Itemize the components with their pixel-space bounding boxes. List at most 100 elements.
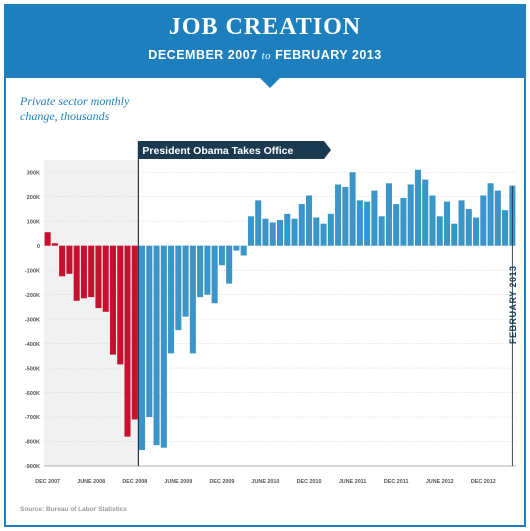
bar bbox=[502, 210, 509, 246]
y-axis-label: Private sector monthly change, thousands bbox=[20, 94, 220, 124]
y-tick-label: -400K bbox=[25, 342, 40, 348]
subtitle-end: FEBRUARY 2013 bbox=[275, 48, 382, 62]
y-tick-label: 100K bbox=[27, 219, 40, 225]
bar bbox=[153, 245, 160, 446]
bar bbox=[335, 184, 342, 246]
subtitle-to: to bbox=[261, 50, 272, 62]
bar bbox=[291, 218, 298, 246]
bar bbox=[80, 245, 87, 299]
x-tick-label: JUNE 2011 bbox=[339, 479, 367, 485]
bar bbox=[480, 195, 487, 246]
bar bbox=[414, 169, 421, 246]
y-tick-label: -900K bbox=[25, 464, 40, 470]
bar bbox=[400, 197, 407, 246]
y-tick-label: -200K bbox=[25, 293, 40, 299]
bar bbox=[327, 213, 334, 246]
annotation-banner bbox=[138, 141, 331, 159]
bar bbox=[487, 183, 494, 246]
bar bbox=[139, 245, 146, 451]
bar bbox=[393, 204, 400, 246]
bar bbox=[342, 186, 349, 246]
y-axis-label-line-2: change, thousands bbox=[20, 109, 110, 123]
bar bbox=[197, 245, 204, 298]
bar bbox=[451, 223, 458, 246]
bar bbox=[247, 216, 254, 246]
y-tick-label: 300K bbox=[27, 170, 40, 176]
bar bbox=[429, 195, 436, 246]
y-tick-label: -100K bbox=[25, 268, 40, 274]
bar bbox=[182, 245, 189, 317]
pre-inauguration-shading bbox=[44, 160, 139, 466]
x-tick-label: JUNE 2010 bbox=[252, 479, 280, 485]
bar bbox=[204, 245, 211, 295]
y-tick-label: 200K bbox=[27, 195, 40, 201]
bar bbox=[189, 245, 196, 354]
bar bbox=[44, 232, 51, 246]
bar bbox=[240, 245, 247, 256]
x-tick-label: DEC 2011 bbox=[384, 479, 409, 485]
chart-subtitle: DECEMBER 2007 to FEBRUARY 2013 bbox=[6, 48, 524, 62]
header-notch bbox=[260, 78, 280, 88]
x-tick-label: DEC 2008 bbox=[122, 479, 147, 485]
subtitle-start: DECEMBER 2007 bbox=[148, 48, 258, 62]
february-2013-label: FEBRUARY 2013 bbox=[508, 265, 518, 344]
x-tick-label: DEC 2010 bbox=[297, 479, 322, 485]
y-tick-label: -300K bbox=[25, 317, 40, 323]
bar bbox=[371, 190, 378, 246]
chart-title: JOB CREATION bbox=[168, 14, 362, 40]
bar bbox=[73, 245, 80, 301]
x-tick-label: JUNE 2012 bbox=[426, 479, 454, 485]
x-tick-label: DEC 2007 bbox=[35, 479, 60, 485]
bar bbox=[349, 172, 356, 246]
bar bbox=[494, 190, 501, 246]
bar bbox=[465, 208, 472, 246]
bar bbox=[276, 219, 284, 246]
bar bbox=[109, 245, 117, 355]
bar bbox=[436, 216, 443, 246]
bar bbox=[284, 213, 291, 246]
bar bbox=[51, 243, 58, 246]
bar bbox=[117, 245, 124, 365]
x-tick-label: DEC 2009 bbox=[209, 479, 234, 485]
bar bbox=[356, 200, 363, 246]
y-tick-label: 0 bbox=[37, 244, 40, 250]
bar bbox=[269, 222, 276, 246]
annotation-label: President Obama Takes Office bbox=[142, 145, 293, 157]
bar bbox=[385, 183, 392, 246]
bar bbox=[458, 200, 465, 246]
bar bbox=[378, 216, 385, 246]
source-note: Source: Bureau of Labor Statistics bbox=[20, 506, 127, 513]
bar bbox=[233, 245, 240, 251]
bar bbox=[226, 245, 233, 284]
x-tick-label: DEC 2012 bbox=[471, 479, 496, 485]
y-tick-label: -500K bbox=[25, 366, 40, 372]
bar bbox=[443, 201, 451, 246]
bar bbox=[88, 245, 95, 298]
bar bbox=[218, 245, 225, 266]
x-tick-label: JUNE 2008 bbox=[77, 479, 105, 485]
bar bbox=[160, 245, 167, 448]
header-banner: JOB CREATION DECEMBER 2007 to FEBRUARY 2… bbox=[6, 6, 524, 78]
bar bbox=[313, 217, 320, 246]
bar bbox=[422, 179, 429, 246]
x-tick-label: JUNE 2009 bbox=[164, 479, 192, 485]
bar bbox=[298, 204, 305, 246]
y-tick-label: -800K bbox=[25, 440, 40, 446]
bar bbox=[255, 200, 262, 246]
bar bbox=[95, 245, 102, 309]
bar bbox=[211, 245, 218, 304]
y-axis-label-line-1: Private sector monthly bbox=[20, 94, 130, 108]
bar bbox=[306, 195, 313, 246]
bar bbox=[59, 245, 66, 277]
bar bbox=[320, 223, 327, 246]
bar bbox=[262, 218, 269, 246]
y-tick-label: -600K bbox=[25, 391, 40, 397]
bar bbox=[473, 217, 480, 246]
bar bbox=[66, 245, 73, 274]
bar bbox=[168, 245, 175, 354]
bar bbox=[364, 201, 371, 246]
bar bbox=[175, 245, 182, 331]
y-tick-label: -700K bbox=[25, 415, 40, 421]
bar bbox=[102, 245, 109, 312]
